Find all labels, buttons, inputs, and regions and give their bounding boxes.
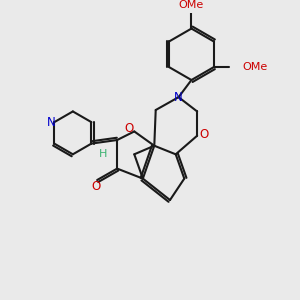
Text: N: N (46, 116, 55, 129)
Text: O: O (91, 180, 100, 193)
Text: O: O (124, 122, 134, 134)
Text: H: H (99, 149, 107, 159)
Text: O: O (200, 128, 209, 141)
Text: OMe: OMe (242, 62, 268, 72)
Text: OMe: OMe (179, 0, 204, 10)
Text: N: N (174, 91, 183, 104)
